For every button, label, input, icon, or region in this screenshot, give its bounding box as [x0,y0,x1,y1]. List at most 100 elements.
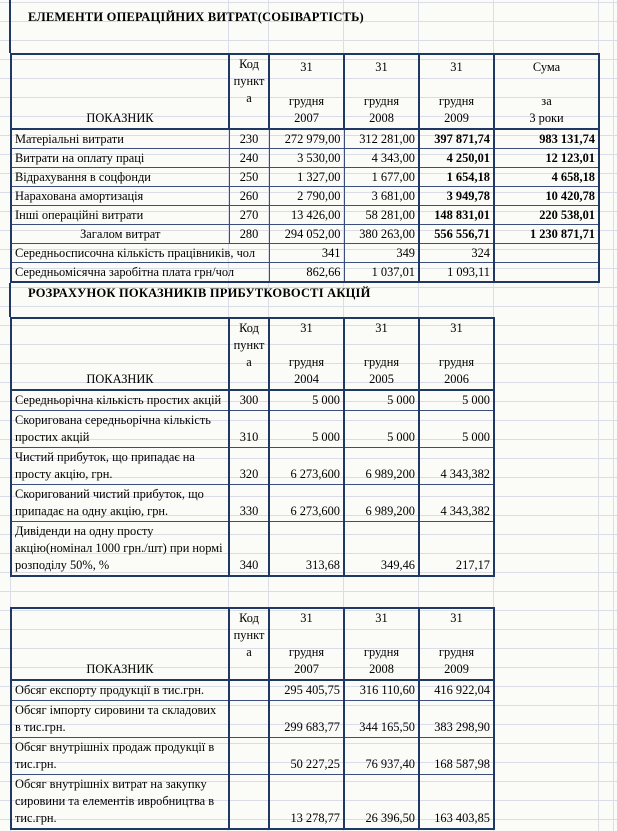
value-cell[interactable]: 3 530,00 [268,148,345,168]
row-code-cell[interactable]: 230 [228,128,270,149]
row-label-cell[interactable]: Витрати на оплату праці [10,148,230,168]
value-cell[interactable]: 312 281,00 [343,128,420,149]
row-label-cell[interactable]: Середньомісячна заробітна плата грн/чол [10,262,270,283]
value-cell[interactable]: 6 273,600 [268,484,345,522]
value-cell[interactable]: 316 110,60 [343,679,420,701]
row-label-cell[interactable]: Середньосписочна кількість працівників, … [10,243,270,263]
row-code-cell[interactable]: 240 [228,148,270,168]
sum-column-header[interactable]: Сума за 3 роки [493,53,600,130]
row-label-cell[interactable]: Відрахування в соцфонди [10,167,230,187]
value-cell[interactable]: 26 396,50 [343,774,420,830]
row-label-cell[interactable]: Скоригована середньорічна кількість прос… [10,410,230,448]
indicator-column-header[interactable]: ПОКАЗНИК [10,317,230,391]
period-column-header-2[interactable]: 31 грудня 2006 [418,317,495,391]
value-cell[interactable]: 299 683,77 [268,700,345,738]
value-cell[interactable]: 168 587,98 [418,737,495,775]
value-cell[interactable]: 58 281,00 [343,205,420,225]
indicator-column-header[interactable]: ПОКАЗНИК [10,607,230,681]
value-cell[interactable]: 148 831,01 [418,205,495,225]
period-column-header-2[interactable]: 31 грудня 2009 [418,53,495,130]
value-cell[interactable]: 13 278,77 [268,774,345,830]
value-cell[interactable]: 4 343,00 [343,148,420,168]
row-label-cell[interactable]: Дивіденди на одну просту акцію(номінал 1… [10,521,230,577]
row-code-cell[interactable]: 250 [228,167,270,187]
code-column-header[interactable]: Код пункт а [228,317,270,391]
row-label-cell[interactable]: Скоригований чистий прибуток, що припада… [10,484,230,522]
period-column-header-1[interactable]: 31 грудня 2008 [343,53,420,130]
row-label-cell[interactable]: Нарахована амортизація [10,186,230,206]
value-cell[interactable]: 1 093,11 [418,262,495,283]
row-code-cell[interactable]: 340 [228,521,270,577]
value-cell[interactable]: 50 227,25 [268,737,345,775]
value-cell[interactable]: 556 556,71 [418,224,495,244]
value-cell[interactable]: 4 250,01 [418,148,495,168]
row-label-cell[interactable]: Загалом витрат [10,224,230,244]
value-cell[interactable]: 1 037,01 [343,262,420,283]
value-cell[interactable]: 217,17 [418,521,495,577]
row-code-cell[interactable]: 300 [228,389,270,411]
period-column-header-1[interactable]: 31 грудня 2008 [343,607,420,681]
sum-cell[interactable]: 983 131,74 [493,128,600,149]
value-cell[interactable]: 344 165,50 [343,700,420,738]
row-code-cell[interactable] [228,679,270,701]
value-cell[interactable]: 349 [343,243,420,263]
period-column-header-2[interactable]: 31 грудня 2009 [418,607,495,681]
value-cell[interactable]: 76 937,40 [343,737,420,775]
row-code-cell[interactable]: 330 [228,484,270,522]
period-column-header-1[interactable]: 31 грудня 2005 [343,317,420,391]
value-cell[interactable]: 380 263,00 [343,224,420,244]
sum-cell[interactable]: 4 658,18 [493,167,600,187]
value-cell[interactable]: 324 [418,243,495,263]
value-cell[interactable]: 313,68 [268,521,345,577]
value-cell[interactable]: 4 343,382 [418,447,495,485]
row-label-cell[interactable]: Обсяг внутрішніх витрат на закупку сиров… [10,774,230,830]
code-column-header[interactable]: Код пункт а [228,53,270,130]
row-code-cell[interactable]: 320 [228,447,270,485]
value-cell[interactable]: 6 989,200 [343,484,420,522]
sum-cell[interactable]: 12 123,01 [493,148,600,168]
value-cell[interactable]: 5 000 [418,410,495,448]
row-label-cell[interactable]: Чистий прибуток, що припадає на просту а… [10,447,230,485]
value-cell[interactable]: 1 677,00 [343,167,420,187]
sum-cell[interactable]: 1 230 871,71 [493,224,600,244]
row-code-cell[interactable] [228,774,270,830]
row-label-cell[interactable]: Обсяг імпорту сировини та складових в ти… [10,700,230,738]
section2-title[interactable]: РОЗРАХУНОК ПОКАЗНИКІВ ПРИБУТКОВОСТІ АКЦІ… [28,286,371,300]
row-code-cell[interactable]: 310 [228,410,270,448]
value-cell[interactable]: 3 949,78 [418,186,495,206]
sum-cell[interactable]: 10 420,78 [493,186,600,206]
value-cell[interactable]: 341 [268,243,345,263]
code-column-header[interactable]: Код пункт а [228,607,270,681]
value-cell[interactable]: 13 426,00 [268,205,345,225]
value-cell[interactable]: 5 000 [343,410,420,448]
value-cell[interactable]: 1 327,00 [268,167,345,187]
value-cell[interactable]: 5 000 [343,389,420,411]
value-cell[interactable]: 416 922,04 [418,679,495,701]
row-label-cell[interactable]: Середньорічна кількість простих акцій [10,389,230,411]
value-cell[interactable]: 397 871,74 [418,128,495,149]
period-column-header-0[interactable]: 31 грудня 2007 [268,53,345,130]
row-code-cell[interactable]: 280 [228,224,270,244]
value-cell[interactable]: 163 403,85 [418,774,495,830]
value-cell[interactable]: 6 989,200 [343,447,420,485]
value-cell[interactable]: 3 681,00 [343,186,420,206]
row-code-cell[interactable] [228,737,270,775]
value-cell[interactable]: 383 298,90 [418,700,495,738]
value-cell[interactable]: 272 979,00 [268,128,345,149]
value-cell[interactable]: 349,46 [343,521,420,577]
period-column-header-0[interactable]: 31 грудня 2007 [268,607,345,681]
value-cell[interactable]: 2 790,00 [268,186,345,206]
section1-title[interactable]: ЕЛЕМЕНТИ ОПЕРАЦІЙНИХ ВИТРАТ(СОБІВАРТІСТЬ… [28,10,364,24]
value-cell[interactable]: 1 654,18 [418,167,495,187]
row-code-cell[interactable]: 260 [228,186,270,206]
sum-cell[interactable] [493,262,600,283]
row-label-cell[interactable]: Обсяг внутрішніх продаж продукції в тис.… [10,737,230,775]
sum-cell[interactable] [493,243,600,263]
row-code-cell[interactable] [228,700,270,738]
value-cell[interactable]: 6 273,600 [268,447,345,485]
value-cell[interactable]: 294 052,00 [268,224,345,244]
row-label-cell[interactable]: Обсяг експорту продукції в тис.грн. [10,679,230,701]
period-column-header-0[interactable]: 31 грудня 2004 [268,317,345,391]
value-cell[interactable]: 295 405,75 [268,679,345,701]
value-cell[interactable]: 5 000 [268,410,345,448]
